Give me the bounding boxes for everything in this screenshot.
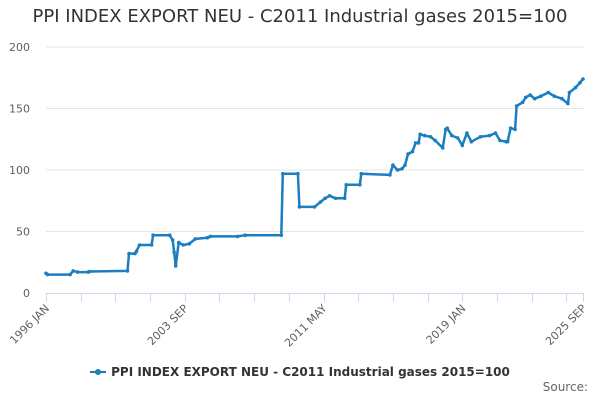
data-point-marker[interactable] xyxy=(567,90,572,95)
y-tick-label: 0 xyxy=(23,287,30,300)
data-point-marker[interactable] xyxy=(193,237,198,241)
data-point-marker[interactable] xyxy=(176,240,181,245)
y-gridlines xyxy=(46,46,584,232)
data-point-marker[interactable] xyxy=(68,272,72,277)
data-point-marker[interactable] xyxy=(560,96,564,101)
data-point-marker[interactable] xyxy=(428,135,433,139)
data-point-marker[interactable] xyxy=(297,205,302,209)
data-point-marker[interactable] xyxy=(151,233,155,237)
data-point-marker[interactable] xyxy=(45,272,50,277)
data-point-marker[interactable] xyxy=(505,139,510,144)
data-point-marker[interactable] xyxy=(243,233,247,237)
data-point-marker[interactable] xyxy=(342,196,347,201)
data-point-marker[interactable] xyxy=(578,80,582,85)
legend-line-marker-icon xyxy=(90,367,107,377)
data-point-marker[interactable] xyxy=(134,249,139,253)
data-point-marker[interactable] xyxy=(498,138,502,143)
y-tick-label: 100 xyxy=(9,164,30,177)
data-point-marker[interactable] xyxy=(418,132,422,137)
chart-title: PPI INDEX EXPORT NEU - C2011 Industrial … xyxy=(32,6,568,27)
data-point-marker[interactable] xyxy=(469,139,474,144)
data-point-marker[interactable] xyxy=(523,95,528,100)
data-point-marker[interactable] xyxy=(465,131,469,135)
data-point-marker[interactable] xyxy=(395,168,400,172)
x-tick-label: 2019 JAN xyxy=(424,302,469,347)
data-point-marker[interactable] xyxy=(478,135,483,139)
data-point-marker[interactable] xyxy=(422,133,427,138)
data-point-marker[interactable] xyxy=(318,200,323,204)
data-point-marker[interactable] xyxy=(513,127,517,132)
data-point-marker[interactable] xyxy=(173,264,178,268)
data-point-marker[interactable] xyxy=(327,194,332,198)
data-point-marker[interactable] xyxy=(205,235,210,240)
data-point-marker[interactable] xyxy=(566,101,570,106)
x-tick-label: 2003 SEP xyxy=(145,302,191,348)
data-point-marker[interactable] xyxy=(344,183,349,187)
x-tick-label: 1996 JAN xyxy=(7,302,52,347)
y-axis: 0 50 100 150 200 xyxy=(9,41,30,300)
data-point-marker[interactable] xyxy=(413,141,418,145)
data-point-marker[interactable] xyxy=(281,171,285,176)
data-point-marker[interactable] xyxy=(127,251,131,256)
data-point-marker[interactable] xyxy=(528,93,532,97)
legend-label[interactable]: PPI INDEX EXPORT NEU - C2011 Industrial … xyxy=(111,365,510,379)
data-point-marker[interactable] xyxy=(487,133,492,138)
y-tick-label: 150 xyxy=(9,103,30,116)
data-point-marker[interactable] xyxy=(71,269,75,273)
data-point-marker[interactable] xyxy=(410,149,415,154)
data-point-marker[interactable] xyxy=(125,269,130,273)
data-point-marker[interactable] xyxy=(460,143,465,148)
data-point-marker[interactable] xyxy=(508,126,513,130)
data-point-marker[interactable] xyxy=(403,163,407,167)
data-point-marker[interactable] xyxy=(416,141,421,145)
data-point-marker[interactable] xyxy=(172,250,176,255)
data-point-marker[interactable] xyxy=(149,243,154,247)
data-point-marker[interactable] xyxy=(573,85,578,90)
y-tick-label: 50 xyxy=(16,226,30,239)
data-point-marker[interactable] xyxy=(493,131,498,135)
data-point-marker[interactable] xyxy=(87,269,92,274)
series-line[interactable] xyxy=(44,77,585,276)
data-point-marker[interactable] xyxy=(333,196,338,201)
data-point-marker[interactable] xyxy=(391,163,395,167)
source-label: Source: xyxy=(542,380,588,394)
data-point-marker[interactable] xyxy=(514,104,519,108)
data-point-marker[interactable] xyxy=(187,242,192,246)
data-point-marker[interactable] xyxy=(581,77,585,81)
data-point-marker[interactable] xyxy=(400,167,404,171)
data-point-marker[interactable] xyxy=(296,171,300,176)
y-tick-label: 200 xyxy=(9,41,30,54)
data-point-marker[interactable] xyxy=(433,138,438,143)
data-point-marker[interactable] xyxy=(181,243,186,247)
data-point-marker[interactable] xyxy=(137,243,142,247)
data-point-marker[interactable] xyxy=(539,94,543,98)
data-point-marker[interactable] xyxy=(312,205,317,209)
x-tick-label: 2025 SEP xyxy=(543,302,589,348)
data-point-marker[interactable] xyxy=(440,146,445,150)
data-point-marker[interactable] xyxy=(323,196,327,201)
data-point-marker[interactable] xyxy=(388,173,392,177)
data-point-marker[interactable] xyxy=(167,233,172,237)
data-point-marker[interactable] xyxy=(358,183,362,187)
data-point-marker[interactable] xyxy=(279,233,284,237)
data-point-marker[interactable] xyxy=(170,238,175,242)
data-point-marker[interactable] xyxy=(456,136,460,140)
data-point-marker[interactable] xyxy=(520,100,525,105)
data-point-marker[interactable] xyxy=(208,234,213,239)
data-point-marker[interactable] xyxy=(450,133,454,138)
data-point-marker[interactable] xyxy=(445,126,450,130)
data-point-marker[interactable] xyxy=(546,90,551,95)
data-series[interactable] xyxy=(44,77,585,277)
data-point-marker[interactable] xyxy=(532,96,537,101)
data-point-marker[interactable] xyxy=(552,94,557,98)
x-tick-label: 2011 MAY xyxy=(282,302,330,350)
x-axis: 1996 JAN 2003 SEP 2011 MAY 2019 JAN 2025 SEP xyxy=(7,293,589,350)
data-point-marker[interactable] xyxy=(359,171,364,176)
legend[interactable]: PPI INDEX EXPORT NEU - C2011 Industrial … xyxy=(0,365,600,379)
data-point-marker[interactable] xyxy=(75,270,80,274)
data-point-marker[interactable] xyxy=(406,152,410,156)
data-point-marker[interactable] xyxy=(235,234,240,239)
